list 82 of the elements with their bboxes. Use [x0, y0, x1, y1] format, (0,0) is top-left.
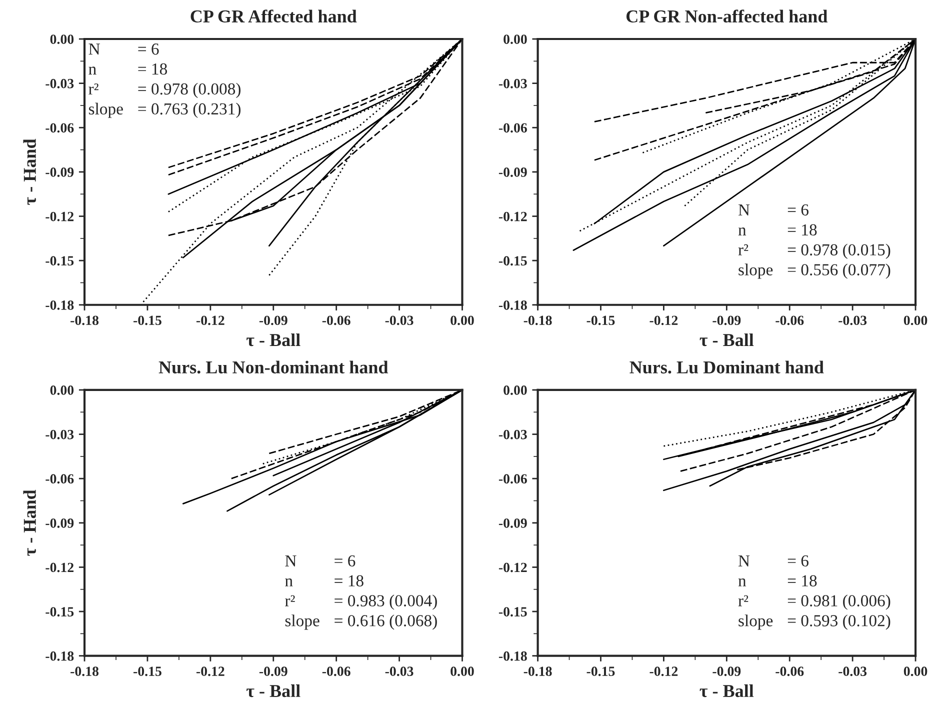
x-tick-label: -0.03 — [385, 666, 414, 676]
y-tick-label: -0.03 — [46, 430, 74, 440]
text: r² = 0.978 (0.015) — [738, 244, 890, 259]
x-tick-label: 0.00 — [450, 666, 474, 676]
x-tick-label: 0.00 — [904, 316, 928, 326]
x-tick-label: -0.06 — [322, 666, 350, 676]
x-tick-label: -0.18 — [524, 666, 552, 676]
y-tick-label: -0.09 — [498, 518, 527, 528]
x-tick-label: -0.06 — [776, 316, 804, 326]
y-tick-label: -0.12 — [498, 562, 527, 572]
x-tick-label: 0.00 — [904, 666, 928, 676]
chart-title: CP GR Non-affected hand — [626, 10, 828, 23]
y-tick-label: -0.12 — [46, 212, 74, 222]
x-tick-label: -0.12 — [196, 316, 224, 326]
x-tick-label: -0.18 — [70, 666, 99, 676]
y-tick-label: -0.06 — [498, 123, 527, 133]
y-tick-label: -0.18 — [498, 300, 527, 310]
x-axis-title: τ - Ball — [700, 333, 754, 346]
x-tick-label: -0.03 — [385, 316, 414, 326]
x-tick-label: -0.09 — [259, 316, 288, 326]
y-tick-label: -0.15 — [498, 256, 527, 266]
x-tick-label: -0.06 — [322, 316, 350, 326]
x-axis-title: τ - Ball — [246, 333, 300, 346]
chart-title: Nurs. Lu Dominant hand — [630, 360, 824, 374]
x-tick-label: -0.03 — [838, 666, 867, 676]
x-tick-label: -0.06 — [776, 666, 804, 676]
text: N = 6 — [88, 44, 159, 55]
chart-title: CP GR Affected hand — [190, 10, 357, 23]
text: r² = 0.978 (0.008) — [88, 82, 240, 98]
y-tick-label: 0.00 — [504, 386, 527, 395]
annotation: slope = 0.616 (0.068) — [285, 614, 437, 630]
y-tick-label: -0.15 — [46, 607, 74, 617]
x-tick-label: -0.12 — [196, 666, 224, 676]
y-axis-title: τ - Hand — [23, 490, 36, 556]
y-tick-label: 0.00 — [50, 34, 74, 44]
y-tick-label: -0.09 — [46, 518, 74, 528]
text: n = 18 — [738, 575, 817, 586]
y-tick-label: -0.12 — [46, 562, 74, 572]
x-tick-label: -0.12 — [650, 666, 678, 676]
chart-title: Nurs. Lu Non-dominant hand — [158, 360, 388, 374]
x-tick-label: -0.15 — [134, 666, 162, 676]
x-tick-label: -0.15 — [134, 316, 162, 326]
x-tick-label: -0.15 — [586, 666, 615, 676]
y-tick-label: -0.18 — [46, 300, 74, 310]
text: n = 18 — [88, 63, 167, 75]
x-tick-label: -0.18 — [70, 316, 99, 326]
y-tick-label: -0.18 — [46, 651, 74, 661]
x-tick-label: -0.09 — [712, 666, 741, 676]
y-tick-label: -0.06 — [498, 474, 527, 484]
y-tick-label: -0.06 — [46, 123, 74, 133]
text: N = 6 — [738, 555, 808, 567]
y-tick-label: -0.03 — [498, 430, 527, 440]
y-axis-title: τ - Hand — [23, 138, 36, 205]
y-tick-label: -0.09 — [46, 168, 74, 177]
y-tick-label: -0.03 — [498, 78, 527, 88]
x-axis-title: τ - Ball — [700, 684, 754, 698]
x-axis-title: τ - Ball — [246, 684, 300, 698]
x-tick-label: -0.09 — [712, 316, 741, 326]
y-tick-label: -0.03 — [46, 78, 74, 88]
x-tick-label: -0.12 — [650, 316, 678, 326]
x-tick-label: -0.09 — [259, 666, 288, 676]
y-tick-label: -0.15 — [46, 256, 74, 266]
annotation: slope = 0.763 (0.231) — [88, 102, 240, 118]
y-tick-label: 0.00 — [50, 386, 74, 395]
y-tick-label: -0.15 — [498, 607, 527, 617]
y-tick-label: -0.06 — [46, 474, 74, 484]
x-tick-label: -0.18 — [524, 316, 552, 326]
text: n = 18 — [285, 575, 364, 586]
x-tick-label: 0.00 — [450, 316, 474, 326]
x-tick-label: -0.03 — [838, 316, 867, 326]
x-tick-label: -0.15 — [586, 316, 615, 326]
text: N = 6 — [738, 204, 808, 216]
text: N = 6 — [285, 555, 356, 567]
annotation: slope = 0.556 (0.077) — [738, 264, 890, 279]
y-tick-label: 0.00 — [504, 34, 527, 44]
annotation: slope = 0.593 (0.102) — [738, 614, 890, 630]
y-tick-label: -0.18 — [498, 651, 527, 661]
y-tick-label: -0.09 — [498, 168, 527, 177]
y-tick-label: -0.12 — [498, 212, 527, 222]
text: r² = 0.983 (0.004) — [285, 594, 437, 610]
text: n = 18 — [738, 224, 817, 236]
text: r² = 0.981 (0.006) — [738, 594, 890, 610]
